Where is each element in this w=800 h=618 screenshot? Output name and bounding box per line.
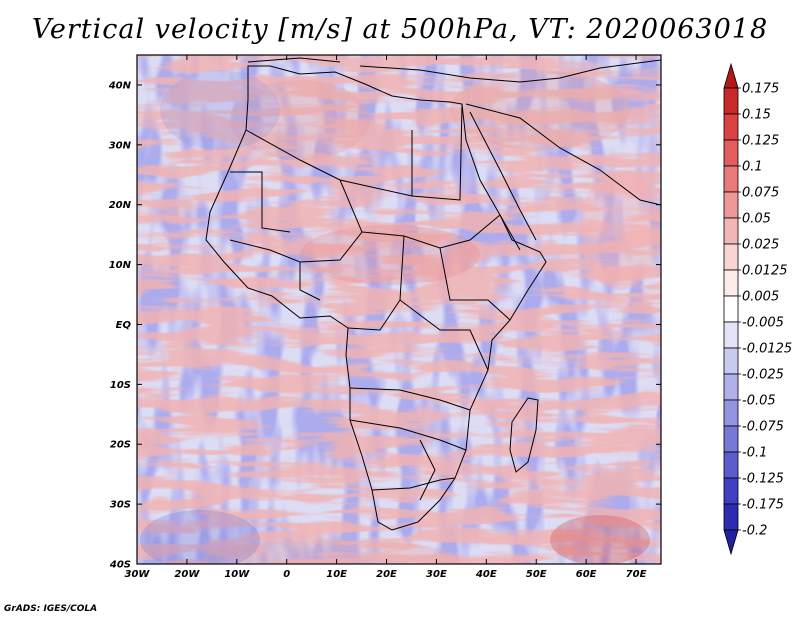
colorbar-label: 0.025 <box>742 238 779 253</box>
x-tick-label: 60E <box>576 569 597 580</box>
iberia-coast <box>247 57 341 63</box>
colorbar-label: 0.125 <box>742 134 779 149</box>
y-axis: 40N 30N 20N 10N EQ 10S 20S 30S 40S <box>108 80 661 571</box>
colorbar-box <box>723 295 739 323</box>
colorbar-bottom-triangle <box>723 529 739 556</box>
plot-frame <box>136 54 662 565</box>
colorbar-top-triangle <box>723 62 739 89</box>
y-tick-label: 10N <box>109 260 132 271</box>
colorbar-box <box>723 425 739 453</box>
y-tick-label: 40S <box>109 560 131 571</box>
y-tick-label: 30N <box>109 140 132 151</box>
colorbar-label: -0.075 <box>742 420 784 435</box>
colorbar-box <box>723 503 739 531</box>
colorbar-box <box>723 113 739 141</box>
colorbar-box <box>723 87 739 115</box>
y-tick-label: 40N <box>108 80 132 91</box>
colorbar-box <box>723 139 739 167</box>
x-tick-label: 70E <box>626 569 647 580</box>
colorbar-label: 0.005 <box>742 290 779 305</box>
colorbar-box <box>723 373 739 401</box>
mediterranean-north <box>359 59 661 83</box>
colorbar: 0.175 0.15 0.125 0.1 0.075 0.05 0.025 0.0125 0.0… <box>723 62 792 556</box>
x-tick-label: 30W <box>125 569 151 580</box>
colorbar-label: -0.1 <box>742 446 767 461</box>
colorbar-box <box>723 477 739 505</box>
colorbar-label: 0.175 <box>742 82 779 97</box>
colorbar-box <box>723 217 739 245</box>
colorbar-label: -0.0125 <box>742 342 792 357</box>
colorbar-label: 0.0125 <box>742 264 788 279</box>
colorbar-label: -0.05 <box>742 394 776 409</box>
y-tick-label: 20S <box>110 440 131 451</box>
credit-text: GrADS: IGES/COLA <box>4 604 98 614</box>
x-tick-label: 40E <box>475 569 497 580</box>
red-sea-coast <box>469 111 537 241</box>
colorbar-box <box>723 165 739 193</box>
colorbar-label: 0.075 <box>742 186 779 201</box>
chart-title: Vertical velocity [m/s] at 500hPa, VT: 2… <box>31 14 769 45</box>
x-tick-label: 0 <box>283 569 290 580</box>
y-tick-label: EQ <box>116 320 132 331</box>
velocity-field <box>137 55 661 564</box>
colorbar-box <box>723 191 739 219</box>
colorbar-label: 0.15 <box>742 108 771 123</box>
colorbar-label: 0.05 <box>742 212 771 227</box>
x-tick-label: 20E <box>376 569 397 580</box>
madagascar-coast <box>509 397 539 473</box>
x-tick-label: 10W <box>224 569 250 580</box>
colorbar-label: -0.175 <box>742 498 784 513</box>
colorbar-label: -0.025 <box>742 368 784 383</box>
coastlines-borders <box>205 57 661 531</box>
colorbar-label: -0.005 <box>742 316 784 331</box>
colorbar-box <box>723 243 739 271</box>
colorbar-box <box>723 399 739 427</box>
colorbar-box <box>723 269 739 297</box>
x-axis: 30W 20W 10W 0 10E 20E 30E 40E 50E 60E 70E <box>125 55 647 580</box>
x-tick-label: 30E <box>426 569 447 580</box>
colorbar-label: -0.125 <box>742 472 784 487</box>
y-tick-label: 20N <box>109 200 132 211</box>
colorbar-box <box>723 321 739 349</box>
y-tick-label: 10S <box>110 380 131 391</box>
colorbar-label: 0.1 <box>742 160 763 175</box>
y-tick-label: 30S <box>110 500 131 511</box>
x-tick-label: 20W <box>174 569 200 580</box>
arabia-coast <box>465 103 661 206</box>
x-tick-label: 50E <box>526 569 547 580</box>
colorbar-box <box>723 451 739 479</box>
x-tick-label: 10E <box>326 569 347 580</box>
colorbar-label: -0.2 <box>742 524 767 539</box>
colorbar-box <box>723 347 739 375</box>
